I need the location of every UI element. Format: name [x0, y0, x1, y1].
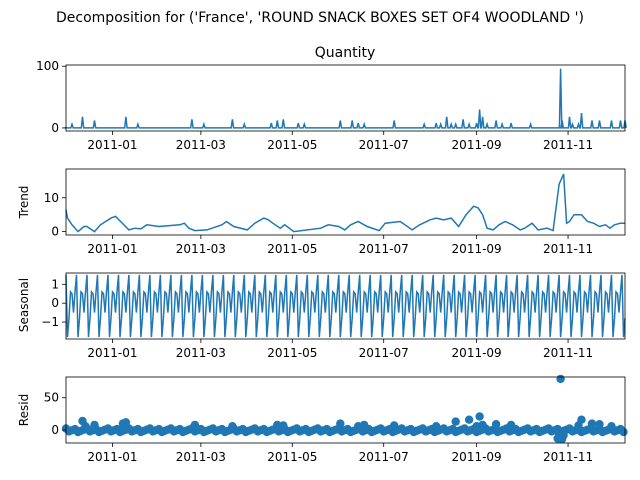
- resid-point: [336, 419, 345, 428]
- resid-point: [121, 418, 131, 427]
- resid-point: [432, 422, 441, 431]
- resid-point: [190, 420, 200, 430]
- x-tick-label: 2011-03: [176, 346, 226, 360]
- x-tick-label: 2011-01: [87, 346, 137, 360]
- x-tick-label: 2011-11: [543, 346, 593, 360]
- panel-seasonal-marks: [65, 274, 626, 338]
- panel-quantity-y-ticks: 0 100: [36, 59, 66, 135]
- x-tick-label: 2011-11: [543, 450, 593, 464]
- resid-point: [90, 420, 99, 430]
- x-tick-label: 2011-05: [267, 242, 317, 256]
- resid-point: [577, 415, 586, 424]
- y-tick-label: 0: [51, 296, 59, 310]
- x-tick-label: 2011-05: [267, 138, 317, 152]
- y-tick-label: 0: [51, 121, 59, 135]
- figure-suptitle: Decomposition for ('France', 'ROUND SNAC…: [56, 10, 584, 26]
- panel-quantity-x-ticks: 2011-01 2011-03 2011-05 2011-07 2011-09 2011-…: [87, 131, 593, 152]
- y-tick-label: −1: [41, 315, 59, 329]
- x-tick-label: 2011-09: [452, 242, 502, 256]
- y-tick-label: 50: [44, 391, 59, 405]
- panel-quantity-frame: [65, 64, 626, 132]
- x-tick-label: 2011-09: [452, 450, 502, 464]
- x-tick-label: 2011-01: [87, 450, 137, 464]
- resid-point: [360, 420, 369, 430]
- x-tick-label: 2011-01: [87, 138, 137, 152]
- panel-resid-y-ticks: 50 0: [44, 391, 66, 437]
- x-tick-label: 2011-03: [176, 138, 226, 152]
- panel-seasonal-frame: [65, 272, 626, 340]
- panel-trend-x-ticks: 2011-01 2011-03 2011-05 2011-07 2011-09 2011-…: [87, 235, 593, 256]
- trend-series-line: [65, 173, 625, 233]
- resid-point: [556, 374, 565, 384]
- y-tick-label: 0: [51, 225, 59, 239]
- resid-point: [559, 431, 568, 440]
- panel-resid-ylabel: Resid: [17, 394, 31, 426]
- quantity-series-line: [64, 68, 627, 129]
- x-tick-label: 2011-09: [452, 346, 502, 360]
- panel-seasonal-x-ticks: 2011-01 2011-03 2011-05 2011-07 2011-09 2011-…: [87, 339, 593, 360]
- x-tick-label: 2011-07: [359, 450, 409, 464]
- x-tick-label: 2011-11: [543, 138, 593, 152]
- resid-point: [595, 420, 604, 429]
- resid-point: [607, 422, 616, 431]
- y-tick-label: 100: [36, 59, 59, 73]
- resid-point: [81, 422, 90, 431]
- panel-seasonal: Seasonal 2011-01 2011-03 2011-05 2011-07 201…: [17, 272, 626, 360]
- resid-point: [491, 420, 501, 429]
- panel-trend-y-ticks: 0 10: [44, 191, 66, 239]
- resid-point: [464, 415, 474, 424]
- x-tick-label: 2011-05: [267, 450, 317, 464]
- seasonal-series-line: [65, 274, 626, 338]
- resid-point: [506, 420, 516, 430]
- panel-seasonal-ylabel: Seasonal: [17, 278, 31, 332]
- panel-trend-ylabel: Trend: [17, 186, 31, 220]
- x-tick-label: 2011-11: [543, 242, 593, 256]
- resid-point: [587, 419, 597, 428]
- x-tick-label: 2011-07: [359, 242, 409, 256]
- resid-point: [619, 427, 628, 437]
- resid-point: [451, 417, 460, 426]
- x-tick-label: 2011-03: [176, 242, 226, 256]
- x-tick-label: 2011-07: [359, 138, 409, 152]
- panel-quantity-marks: [64, 68, 627, 129]
- resid-point: [279, 421, 288, 430]
- panel-quantity: Quantity 2011-01 2011-03 2011-05 2011-07 201…: [36, 45, 627, 152]
- y-tick-label: 1: [51, 277, 59, 291]
- x-tick-label: 2011-09: [452, 138, 502, 152]
- resid-point: [478, 420, 487, 430]
- resid-point: [390, 421, 399, 430]
- panel-resid-frame: [65, 376, 626, 444]
- x-tick-label: 2011-03: [176, 450, 226, 464]
- panel-trend-frame: [65, 168, 626, 236]
- resid-point: [228, 422, 237, 431]
- panel-quantity-title: Quantity: [315, 45, 376, 61]
- panel-resid-marks: [61, 374, 628, 444]
- y-tick-label: 10: [44, 191, 59, 205]
- x-tick-label: 2011-05: [267, 346, 317, 360]
- y-tick-label: 0: [51, 423, 59, 437]
- x-tick-label: 2011-07: [359, 346, 409, 360]
- panel-resid: Resid 2011-01 2011-03 2011-05 2011-07 2011-0…: [17, 374, 628, 464]
- resid-point: [475, 412, 484, 421]
- panel-resid-x-ticks: 2011-01 2011-03 2011-05 2011-07 2011-09 2011-…: [87, 443, 593, 464]
- panel-trend-marks: [65, 173, 625, 233]
- panel-trend: Trend 2011-01 2011-03 2011-05 2011-07 2011-0…: [17, 168, 626, 256]
- x-tick-label: 2011-01: [87, 242, 137, 256]
- panel-seasonal-y-ticks: 1 0 −1: [41, 277, 66, 329]
